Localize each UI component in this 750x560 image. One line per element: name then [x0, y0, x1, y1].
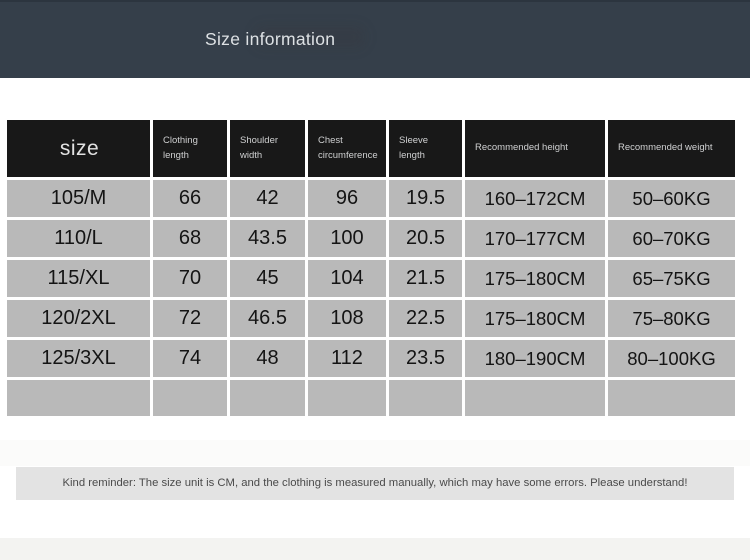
cell-recommended-weight: 75–80KG	[608, 300, 735, 337]
cell-empty	[465, 380, 605, 416]
bottom-texture-strip	[0, 538, 750, 560]
column-header-sleeve-length: Sleeve length	[389, 120, 462, 177]
cell-clothing-length: 72	[153, 300, 227, 337]
cell-chest-circumference: 112	[308, 340, 386, 377]
table-row: 115/XL 70 45 104 21.5 175–180CM 65–75KG	[7, 260, 735, 297]
cell-chest-circumference: 100	[308, 220, 386, 257]
cell-sleeve-length: 19.5	[389, 180, 462, 217]
cell-size: 125/3XL	[7, 340, 150, 377]
column-header-chest-circumference: Chest circumference	[308, 120, 386, 177]
table-row: 105/M 66 42 96 19.5 160–172CM 50–60KG	[7, 180, 735, 217]
cell-recommended-weight: 65–75KG	[608, 260, 735, 297]
column-header-recommended-weight: Recommended weight	[608, 120, 735, 177]
size-table: size Clothing length Shoulder width Ches…	[4, 117, 738, 419]
cell-chest-circumference: 104	[308, 260, 386, 297]
cell-clothing-length: 74	[153, 340, 227, 377]
cell-clothing-length: 68	[153, 220, 227, 257]
cell-empty	[389, 380, 462, 416]
cell-shoulder-width: 42	[230, 180, 305, 217]
cell-shoulder-width: 48	[230, 340, 305, 377]
cell-recommended-height: 180–190CM	[465, 340, 605, 377]
table-row: 110/L 68 43.5 100 20.5 170–177CM 60–70KG	[7, 220, 735, 257]
table-row-empty	[7, 380, 735, 416]
cell-shoulder-width: 46.5	[230, 300, 305, 337]
cell-clothing-length: 66	[153, 180, 227, 217]
cell-size: 115/XL	[7, 260, 150, 297]
cell-empty	[608, 380, 735, 416]
cell-chest-circumference: 96	[308, 180, 386, 217]
cell-clothing-length: 70	[153, 260, 227, 297]
cell-empty	[7, 380, 150, 416]
cell-sleeve-length: 21.5	[389, 260, 462, 297]
cell-sleeve-length: 22.5	[389, 300, 462, 337]
column-header-recommended-height: Recommended height	[465, 120, 605, 177]
background-texture	[0, 440, 750, 466]
column-header-size: size	[7, 120, 150, 177]
cell-size: 120/2XL	[7, 300, 150, 337]
cell-sleeve-length: 23.5	[389, 340, 462, 377]
cell-recommended-height: 170–177CM	[465, 220, 605, 257]
cell-shoulder-width: 43.5	[230, 220, 305, 257]
cell-recommended-weight: 50–60KG	[608, 180, 735, 217]
cell-empty	[230, 380, 305, 416]
cell-recommended-height: 175–180CM	[465, 300, 605, 337]
cell-recommended-height: 175–180CM	[465, 260, 605, 297]
cell-recommended-height: 160–172CM	[465, 180, 605, 217]
watermark-smudge	[255, 26, 365, 48]
table-row: 120/2XL 72 46.5 108 22.5 175–180CM 75–80…	[7, 300, 735, 337]
table-header-row: size Clothing length Shoulder width Ches…	[7, 120, 735, 177]
cell-empty	[153, 380, 227, 416]
column-header-shoulder-width: Shoulder width	[230, 120, 305, 177]
cell-empty	[308, 380, 386, 416]
title-bar: Size information	[0, 0, 750, 78]
column-header-clothing-length: Clothing length	[153, 120, 227, 177]
cell-chest-circumference: 108	[308, 300, 386, 337]
reminder-note: Kind reminder: The size unit is CM, and …	[16, 467, 734, 500]
cell-recommended-weight: 80–100KG	[608, 340, 735, 377]
cell-size: 105/M	[7, 180, 150, 217]
cell-recommended-weight: 60–70KG	[608, 220, 735, 257]
page-title: Size information	[205, 29, 336, 49]
table-row: 125/3XL 74 48 112 23.5 180–190CM 80–100K…	[7, 340, 735, 377]
cell-size: 110/L	[7, 220, 150, 257]
cell-shoulder-width: 45	[230, 260, 305, 297]
cell-sleeve-length: 20.5	[389, 220, 462, 257]
